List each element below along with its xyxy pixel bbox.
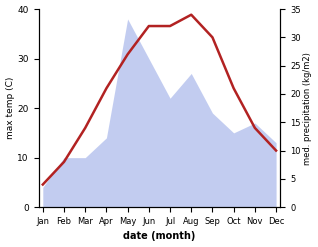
X-axis label: date (month): date (month): [123, 231, 196, 242]
Y-axis label: med. precipitation (kg/m2): med. precipitation (kg/m2): [303, 52, 313, 165]
Y-axis label: max temp (C): max temp (C): [5, 77, 15, 139]
